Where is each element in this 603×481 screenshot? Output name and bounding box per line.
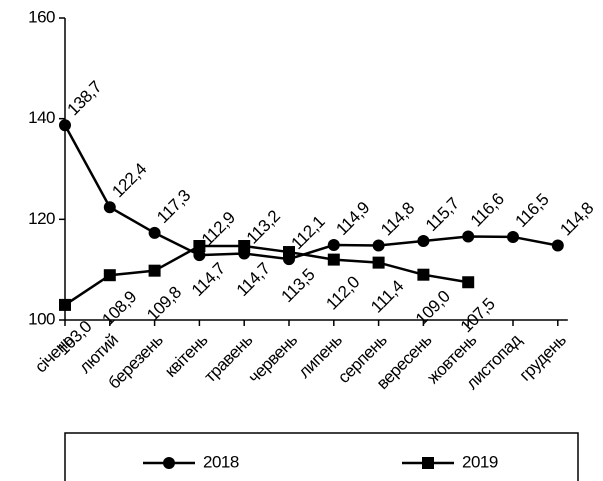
y-tick-label: 140 [28, 108, 55, 127]
value-label: 116,5 [512, 190, 553, 231]
legend-label: 2018 [203, 452, 239, 471]
marker [417, 268, 430, 281]
value-label: 113,5 [278, 265, 319, 306]
legend-label: 2019 [462, 452, 498, 471]
marker [238, 240, 251, 253]
value-label: 109,8 [143, 283, 185, 325]
y-tick-label: 100 [28, 309, 55, 328]
marker [372, 239, 385, 252]
value-label: 109,0 [412, 287, 454, 329]
marker [103, 201, 116, 214]
value-label: 115,7 [422, 194, 463, 235]
marker [163, 457, 175, 469]
marker [507, 230, 519, 243]
value-label: 114,7 [233, 259, 274, 300]
marker [327, 253, 340, 266]
value-label: 114,8 [556, 199, 597, 240]
x-tick-label: грудень [516, 330, 571, 385]
marker [193, 240, 206, 253]
marker [422, 457, 434, 469]
marker [148, 226, 161, 239]
value-label: 112,0 [322, 273, 363, 314]
value-label: 114,7 [188, 259, 229, 300]
marker [372, 256, 385, 269]
value-label: 114,9 [332, 198, 373, 239]
value-label: 114,8 [377, 199, 418, 240]
series-line [63, 124, 559, 261]
x-tick-label: червень [245, 330, 302, 387]
value-label: 122,4 [108, 159, 150, 201]
marker [283, 246, 295, 259]
marker [327, 239, 340, 252]
legend-box [64, 432, 579, 481]
marker [59, 298, 71, 311]
marker [462, 276, 475, 289]
value-label: 108,9 [98, 287, 140, 329]
marker [462, 230, 475, 243]
marker [103, 269, 116, 282]
value-label: 116,6 [467, 190, 508, 231]
value-label: 138,7 [64, 77, 106, 119]
series-line [64, 244, 469, 306]
value-label: 117,3 [153, 186, 194, 227]
marker [148, 264, 161, 277]
value-label: 111,4 [367, 277, 407, 317]
marker [551, 239, 564, 252]
marker [417, 234, 430, 247]
y-tick-label: 120 [28, 209, 55, 228]
y-tick-label: 160 [28, 7, 55, 26]
marker [59, 119, 71, 132]
value-label: 107,5 [457, 294, 499, 336]
marker [193, 249, 206, 262]
